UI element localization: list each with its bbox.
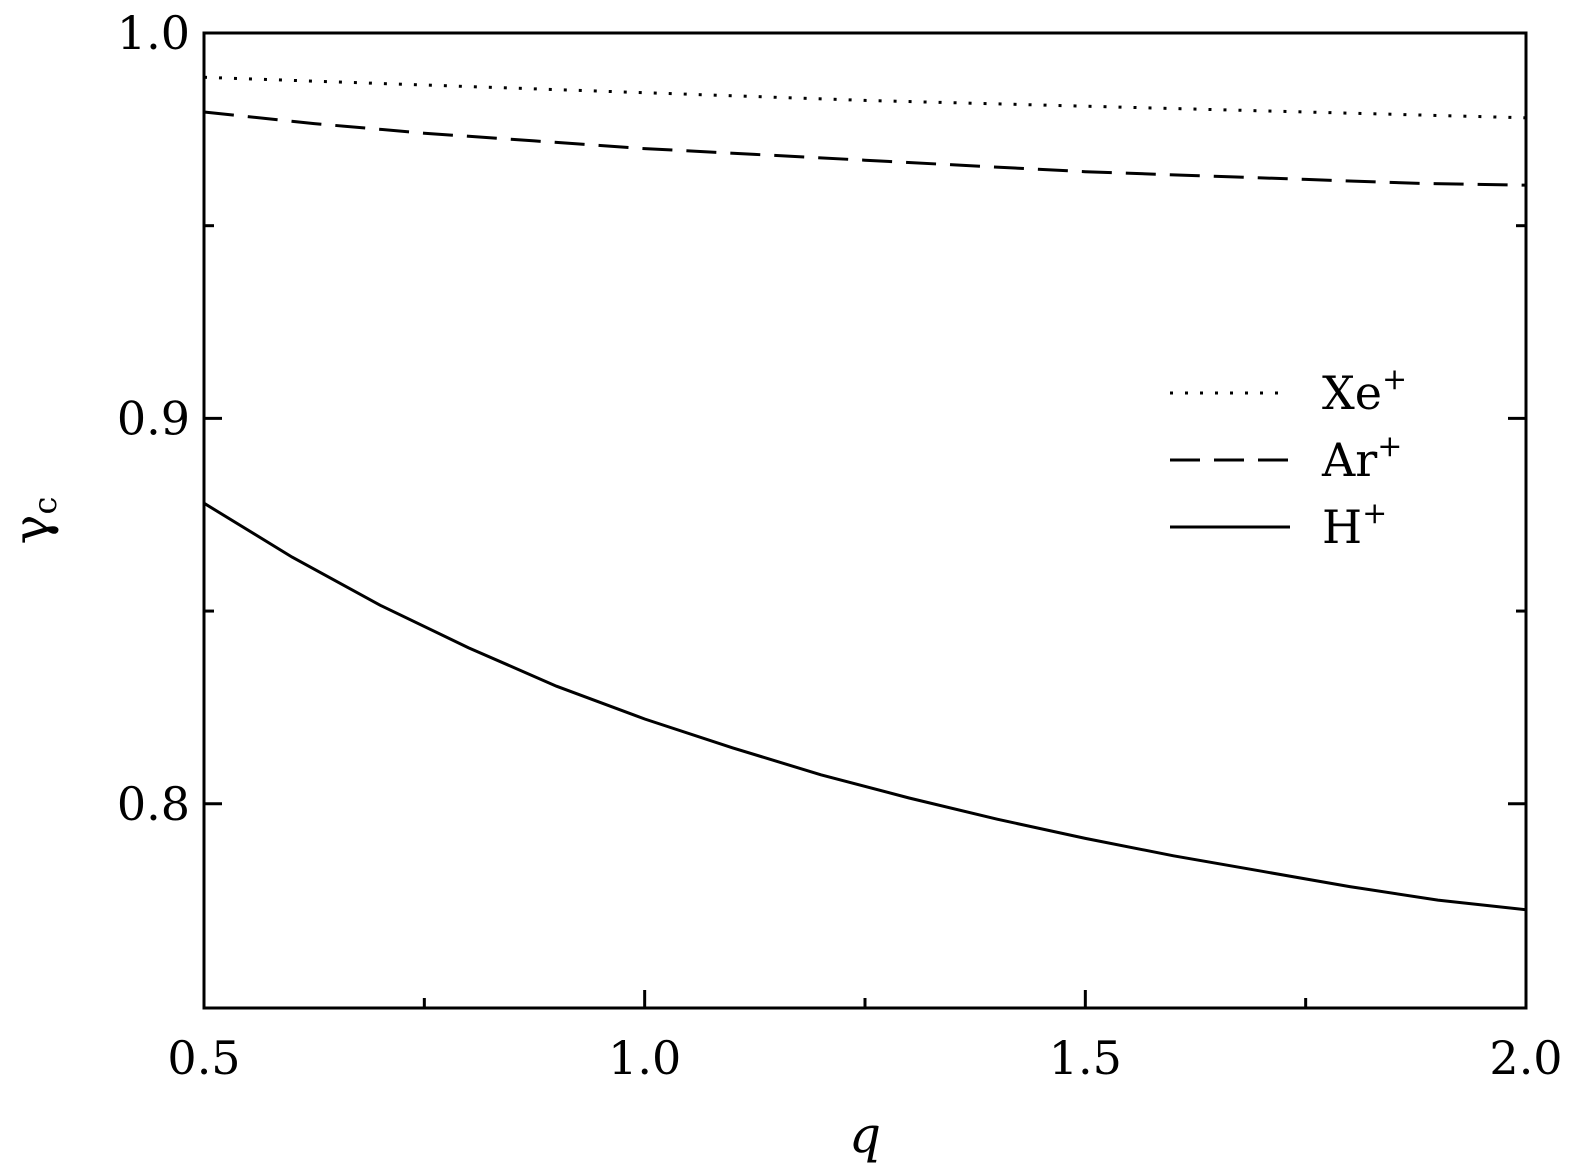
legend-label-name: H: [1322, 500, 1362, 554]
legend-label-ar: Ar+: [1321, 429, 1402, 487]
y-axis-label-sub: c: [26, 497, 64, 515]
legend-label-xe: Xe+: [1322, 362, 1407, 420]
series-layer: [203, 75, 1527, 912]
legend-label-sup: +: [1382, 362, 1407, 397]
y-tick-label: 0.9: [117, 391, 190, 445]
series-line-xe: [203, 75, 1527, 120]
tick-layer: [202, 31, 1528, 1008]
y-axis-label-main: γ: [2, 515, 60, 545]
x-tick-label: 2.0: [1489, 1031, 1562, 1085]
y-tick-label: 0.8: [117, 777, 190, 831]
legend-label-h: H+: [1322, 496, 1387, 554]
y-tick-label: 1.0: [117, 6, 190, 60]
x-tick-label: 1.5: [1049, 1031, 1122, 1085]
legend-label-sup: +: [1362, 496, 1387, 531]
label-layer: 0.5 1.0 1.5 2.0 0.8 0.9 1.0: [117, 6, 1563, 1085]
series-line-ar: [203, 110, 1527, 187]
x-axis-label: q: [849, 1106, 881, 1164]
series-line-h: [203, 501, 1527, 912]
y-axis-label: γc: [2, 497, 64, 545]
x-tick-label: 1.0: [608, 1031, 681, 1085]
legend-label-name: Ar: [1321, 433, 1377, 487]
x-tick-label: 0.5: [167, 1031, 240, 1085]
legend-label-name: Xe: [1322, 366, 1382, 420]
legend-label-sup: +: [1377, 429, 1402, 464]
legend: Xe+Ar+H+: [1170, 362, 1407, 554]
